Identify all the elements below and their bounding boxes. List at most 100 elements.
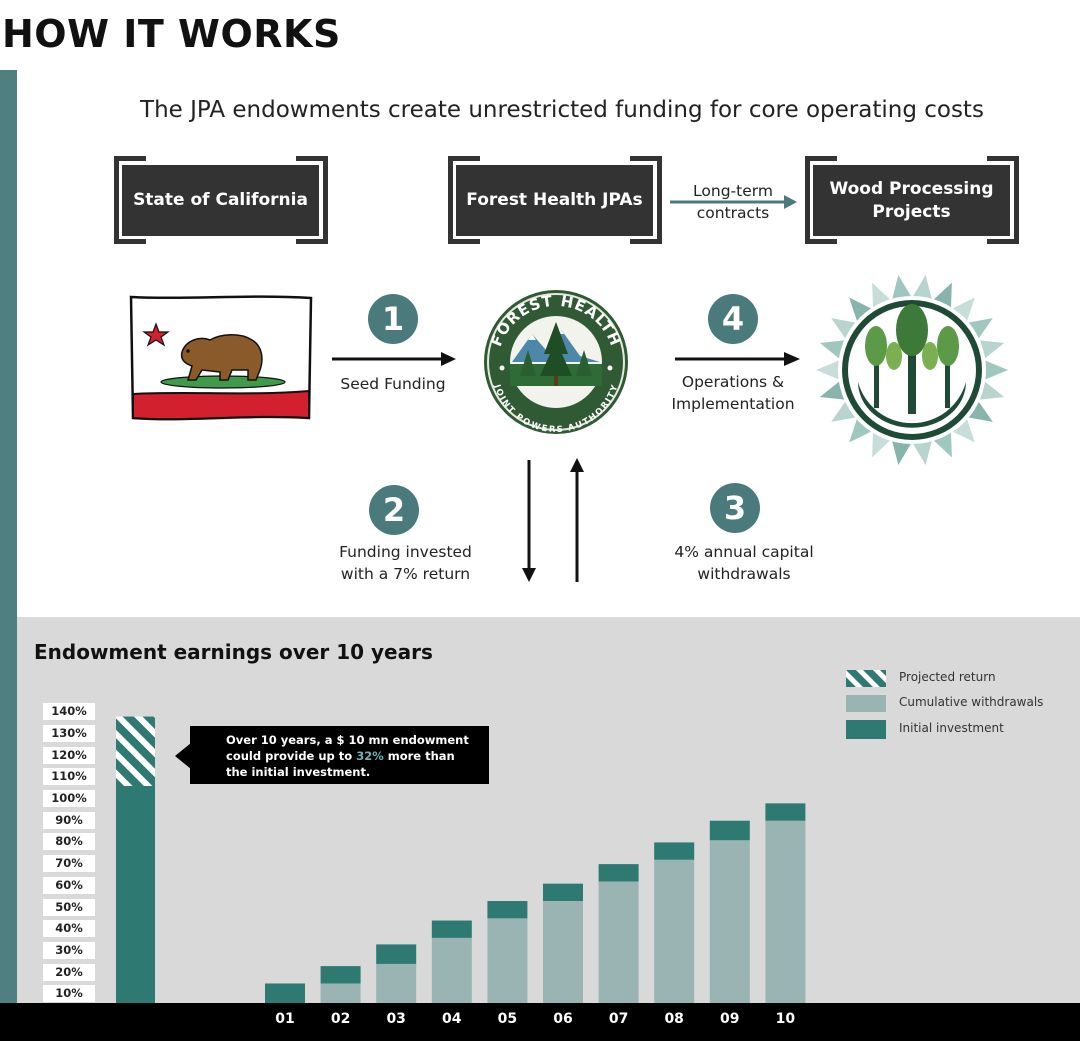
- sun-ray: [912, 274, 933, 301]
- arrow-down-icon: [522, 460, 536, 582]
- sun-ray: [849, 297, 874, 323]
- wood-box-line1: Wood Processing: [829, 178, 994, 199]
- callout-pointer: [175, 743, 191, 769]
- callout-highlight: 32%: [356, 749, 384, 764]
- y-tick-label: 70%: [43, 855, 95, 873]
- y-tick-label: 140%: [43, 703, 95, 721]
- chart-title: Endowment earnings over 10 years: [34, 640, 433, 664]
- step-2-label-line2: with a 7% return: [340, 565, 471, 584]
- initial-segment-bar-09: [709, 820, 750, 841]
- projected-return-bar: [116, 716, 155, 786]
- sun-ray: [831, 318, 858, 341]
- step-4-label-line1: Operations &: [681, 373, 785, 391]
- withdrawals-bar-02: [320, 983, 361, 1003]
- y-tick-label: 90%: [43, 811, 95, 829]
- x-axis-strip: [0, 1003, 1080, 1041]
- y-tick-label: 20%: [43, 963, 95, 981]
- y-tick-label: 10%: [43, 985, 95, 1003]
- withdrawals-bar-10: [765, 820, 806, 1003]
- x-tick-label: 07: [608, 1011, 629, 1027]
- x-tick-label: 06: [553, 1011, 573, 1027]
- wood-box-line2: Projects: [872, 201, 951, 222]
- initial-segment-bar-10: [765, 803, 806, 821]
- sun-ray: [891, 274, 912, 301]
- legend-projected-swatch: [846, 670, 886, 687]
- contracts-label: Long-term contracts: [672, 180, 794, 225]
- initial-segment-bar-05: [487, 901, 528, 919]
- initial-segment-bar-08: [654, 842, 695, 860]
- contracts-line2: contracts: [696, 204, 770, 223]
- step-4-label-line2: Implementation: [671, 395, 795, 414]
- callout-line2: could provide up to 32% more than: [226, 749, 455, 764]
- withdrawals-bar-04: [431, 937, 472, 1003]
- wood-processing-logo-icon: [816, 274, 1008, 466]
- callout-line1: Over 10 years, a $ 10 mn endowment: [226, 733, 469, 747]
- forest-health-jpas-box: Forest Health JPAs: [456, 165, 653, 236]
- sun-ray: [950, 417, 975, 443]
- initial-investment-bar: [116, 786, 155, 1003]
- y-tick-label: 60%: [43, 876, 95, 894]
- california-flag-icon: [129, 295, 313, 421]
- x-tick-label: 03: [386, 1011, 406, 1027]
- left-accent-bar: [0, 70, 17, 1003]
- contracts-arrow-icon: [670, 195, 797, 209]
- callout-box: Over 10 years, a $ 10 mn endowment could…: [190, 726, 489, 784]
- y-tick-label: 120%: [43, 746, 95, 764]
- initial-segment-bar-01: [265, 983, 305, 1003]
- initial-segment-bar-07: [598, 864, 639, 882]
- step-4-circle: 4: [708, 294, 758, 344]
- withdrawals-bar-05: [487, 918, 528, 1003]
- x-tick-label: 04: [442, 1011, 462, 1027]
- sun-ray: [966, 318, 993, 341]
- sun-ray: [950, 297, 975, 323]
- legend-withdrawals-swatch: [846, 695, 886, 712]
- x-tick-label: 02: [330, 1011, 351, 1027]
- step-1-circle: 1: [368, 294, 418, 344]
- step-4-label: Operations & Implementation: [650, 371, 816, 416]
- legend-initial-swatch: [846, 720, 886, 739]
- withdrawals-bar-09: [709, 840, 750, 1003]
- sun-ray: [891, 439, 912, 466]
- x-tick-label: 01: [275, 1011, 295, 1027]
- y-tick-label: 110%: [43, 768, 95, 786]
- sun-ray: [966, 399, 993, 422]
- sun-ray: [849, 417, 874, 443]
- withdrawals-bar-03: [376, 963, 417, 1003]
- step-2-circle: 2: [369, 485, 419, 535]
- sun-ray: [983, 359, 1008, 381]
- y-tick-label: 50%: [43, 898, 95, 916]
- legend-projected-label: Projected return: [899, 670, 996, 684]
- y-tick-label: 40%: [43, 920, 95, 938]
- state-of-california-box: State of California: [122, 165, 319, 236]
- x-tick-label: 10: [775, 1011, 796, 1027]
- step-2-label: Funding invested with a 7% return: [320, 541, 491, 586]
- step-2-label-line1: Funding invested: [339, 543, 472, 561]
- withdrawals-bar-07: [598, 881, 639, 1003]
- legend-withdrawals-label: Cumulative withdrawals: [899, 695, 1044, 709]
- y-tick-label: 130%: [43, 724, 95, 742]
- arrow-up-icon: [570, 458, 584, 582]
- y-tick-label: 30%: [43, 941, 95, 959]
- step-3-label-line1: 4% annual capital: [674, 543, 814, 561]
- contracts-line1: Long-term: [693, 182, 773, 200]
- step-3-label-line2: withdrawals: [697, 565, 791, 584]
- sun-ray: [912, 439, 933, 466]
- step-1-label: Seed Funding: [340, 375, 446, 393]
- x-tick-label: 08: [664, 1011, 684, 1027]
- forest-health-jpa-logo-icon: FOREST HEALTH JOINT POWERS AUTHORITY: [484, 290, 628, 435]
- sun-ray: [831, 399, 858, 422]
- arrow-right-icon: [332, 352, 456, 366]
- subtitle: The JPA endowments create unrestricted f…: [140, 97, 984, 123]
- withdrawals-bar-06: [543, 901, 583, 1003]
- initial-segment-bar-02: [320, 966, 361, 984]
- x-tick-label: 05: [497, 1011, 518, 1027]
- withdrawals-bar-08: [654, 859, 695, 1003]
- y-tick-label: 80%: [43, 833, 95, 851]
- initial-segment-bar-06: [543, 883, 583, 902]
- step-3-label: 4% annual capital withdrawals: [660, 541, 828, 586]
- page-title: HOW IT WORKS: [2, 12, 341, 56]
- arrow-right-icon: [675, 352, 800, 366]
- step-3-circle: 3: [710, 483, 760, 533]
- y-tick-label: 100%: [43, 790, 95, 807]
